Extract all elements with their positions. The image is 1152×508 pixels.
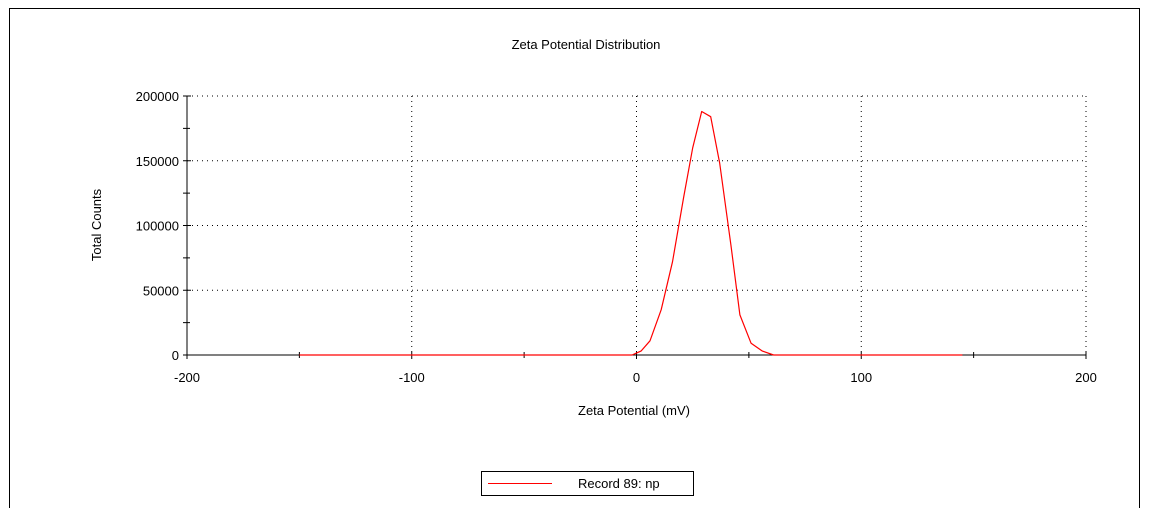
y-tick-label: 50000 <box>143 283 179 298</box>
chart-title: Zeta Potential Distribution <box>512 37 661 52</box>
x-tick-label: 0 <box>633 370 640 385</box>
legend-swatch-line <box>488 483 552 484</box>
legend-label: Record 89: np <box>578 476 660 491</box>
y-tick-label: 150000 <box>136 154 179 169</box>
chart-frame <box>9 8 1140 508</box>
series-line-record-89 <box>299 110 963 356</box>
x-tick-label: 100 <box>850 370 872 385</box>
y-tick-label: 0 <box>172 348 179 363</box>
y-tick-label: 200000 <box>136 89 179 104</box>
x-axis-label: Zeta Potential (mV) <box>578 403 690 418</box>
y-tick-label: 100000 <box>136 219 179 234</box>
y-axis-label: Total Counts <box>89 188 104 261</box>
x-tick-label: 200 <box>1075 370 1097 385</box>
x-tick-label: -200 <box>174 370 200 385</box>
grid <box>187 95 1087 355</box>
legend: Record 89: np <box>481 471 694 496</box>
tick-labels: 0 50000 100000 150000 200000 -200 -100 0 100 200 <box>136 89 1097 385</box>
series-layer <box>299 110 963 356</box>
axes <box>183 95 1087 359</box>
x-tick-label: -100 <box>399 370 425 385</box>
